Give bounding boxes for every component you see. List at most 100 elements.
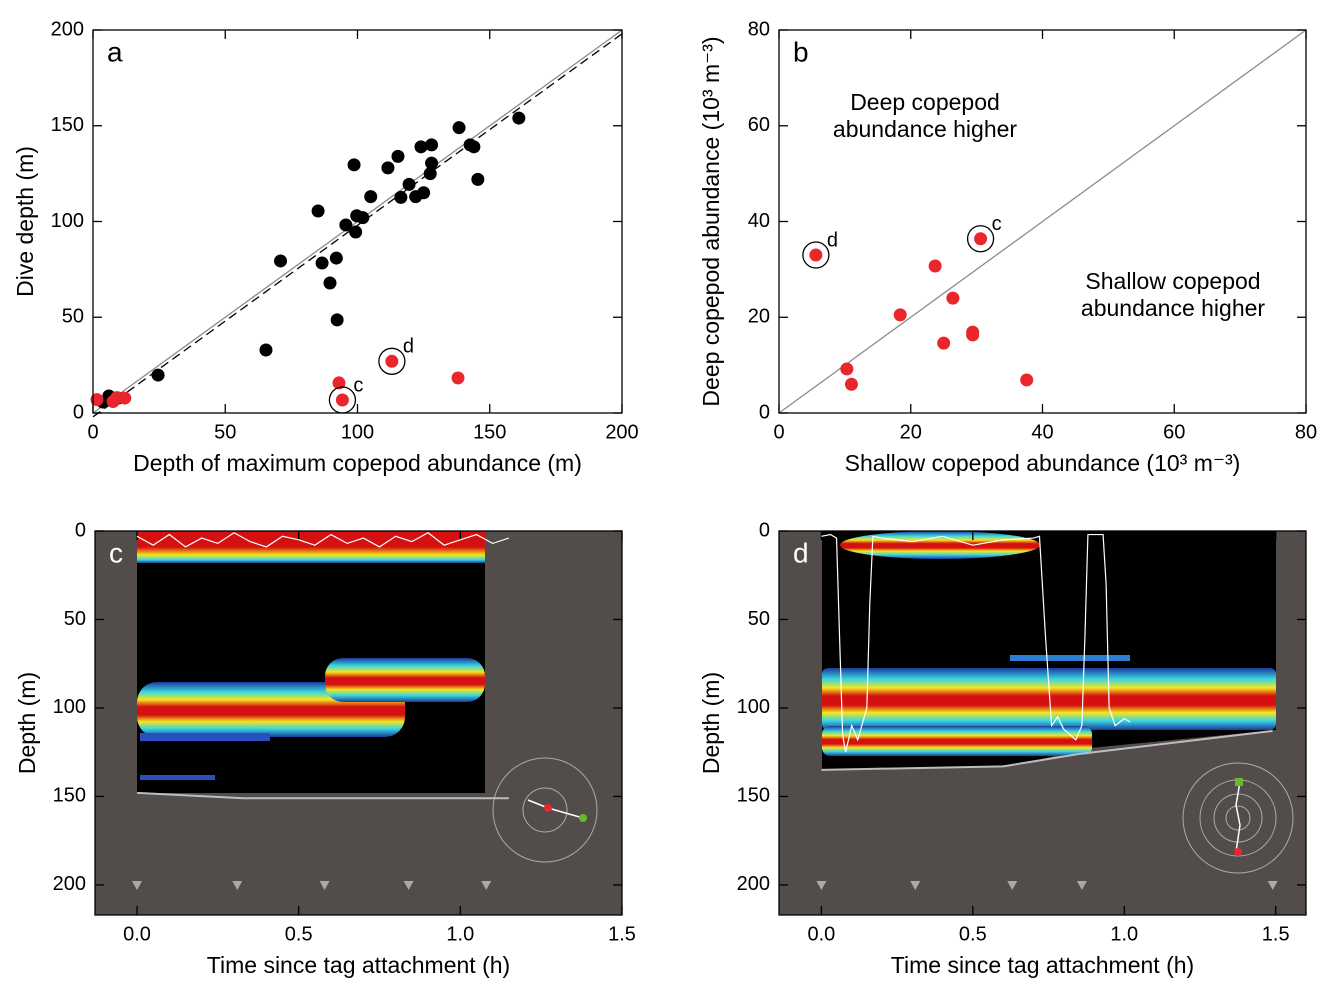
x-tick-label: 0.0 — [123, 923, 151, 945]
point — [329, 251, 343, 265]
y-axis-label: Deep copepod abundance (10³ m⁻³) — [698, 36, 724, 406]
x-axis-label: Depth of maximum copepod abundance (m) — [133, 450, 582, 476]
x-tick-label: 0.5 — [285, 923, 313, 945]
point — [423, 167, 437, 181]
y-tick-label: 200 — [53, 873, 86, 895]
point — [425, 156, 439, 170]
point — [417, 186, 431, 200]
marker — [319, 881, 330, 890]
point — [339, 218, 353, 232]
x-axis-label: Shallow copepod abundance (10³ m⁻³) — [845, 450, 1241, 476]
y-tick-label: 40 — [748, 210, 770, 232]
x-tick-label: 0 — [87, 421, 98, 443]
annotation: d — [403, 336, 414, 358]
marker — [816, 881, 827, 890]
point — [974, 232, 988, 246]
y-tick-label: 50 — [62, 306, 84, 328]
point — [356, 211, 370, 225]
marker — [232, 881, 243, 890]
y-tick-label: 0 — [73, 401, 84, 423]
point — [394, 190, 408, 204]
point — [414, 140, 428, 154]
point — [844, 377, 858, 391]
x-tick-label: 150 — [473, 421, 506, 443]
point — [928, 259, 942, 273]
point — [259, 343, 273, 357]
y-tick-label: 150 — [737, 785, 770, 807]
x-tick-label: 1.0 — [446, 923, 474, 945]
dive-trace — [821, 533, 1131, 753]
y-tick-label: 20 — [748, 306, 770, 328]
point — [332, 376, 346, 390]
point — [385, 354, 399, 368]
reference-line — [92, 33, 623, 418]
y-tick-label: 150 — [51, 114, 84, 136]
y-axis-label: Depth (m) — [14, 672, 40, 774]
point — [946, 291, 960, 305]
x-axis-label: Time since tag attachment (h) — [207, 952, 510, 978]
marker — [910, 881, 921, 890]
marker — [1267, 881, 1278, 890]
x-tick-label: 1.5 — [608, 923, 636, 945]
point — [381, 161, 395, 175]
marker — [132, 881, 143, 890]
x-tick-label: 80 — [1295, 421, 1317, 443]
track-start — [1235, 778, 1243, 786]
point — [451, 371, 465, 385]
x-tick-label: 1.5 — [1262, 923, 1290, 945]
point — [274, 254, 288, 268]
point — [467, 140, 481, 154]
point — [118, 391, 132, 405]
panel: 0 50 100 150 200 0 50 100 150 200 Depth of maximum… — [12, 18, 639, 476]
y-tick-label: 100 — [51, 210, 84, 232]
x-tick-label: 100 — [341, 421, 374, 443]
point — [90, 393, 104, 407]
note: abundance higher — [1081, 295, 1265, 321]
echogram-image — [137, 531, 598, 863]
x-tick-label: 50 — [214, 421, 236, 443]
marker — [481, 881, 492, 890]
y-tick-label: 200 — [51, 18, 84, 40]
panel-label: b — [793, 36, 809, 67]
x-tick-label: 20 — [900, 421, 922, 443]
annotation: d — [827, 229, 838, 251]
x-tick-label: 0 — [773, 421, 784, 443]
y-tick-label: 200 — [737, 873, 770, 895]
dive-trace — [136, 532, 510, 548]
y-tick-label: 0 — [759, 401, 770, 423]
point — [937, 336, 951, 350]
panel: 0 20 40 60 80 0 20 40 60 80 Shallow copepod abunda… — [698, 18, 1317, 476]
point — [364, 190, 378, 204]
y-axis-label: Dive depth (m) — [12, 146, 38, 297]
x-axis-label: Time since tag attachment (h) — [891, 952, 1194, 978]
panel-label: a — [107, 36, 123, 67]
reference-line — [778, 29, 1307, 414]
point — [893, 308, 907, 322]
echogram-image — [822, 531, 1276, 770]
point — [335, 393, 349, 407]
y-tick-label: 0 — [759, 519, 770, 541]
track-end — [1234, 848, 1242, 856]
point — [512, 111, 526, 125]
plot-frame — [778, 29, 1307, 414]
y-axis-label: Depth (m) — [698, 672, 724, 774]
y-tick-label: 60 — [748, 114, 770, 136]
point — [402, 177, 416, 191]
marker — [1076, 881, 1087, 890]
note: abundance higher — [833, 116, 1017, 142]
point — [349, 225, 363, 239]
y-tick-label: 100 — [737, 696, 770, 718]
point — [425, 138, 439, 152]
plot-frame — [94, 530, 623, 916]
point — [1020, 373, 1034, 387]
note: Deep copepod — [850, 89, 1000, 115]
x-tick-label: 200 — [605, 421, 638, 443]
x-tick-label: 0.0 — [807, 923, 835, 945]
point — [966, 328, 980, 342]
point — [330, 313, 344, 327]
point — [391, 149, 405, 163]
y-tick-label: 150 — [53, 785, 86, 807]
x-tick-label: 1.0 — [1110, 923, 1138, 945]
